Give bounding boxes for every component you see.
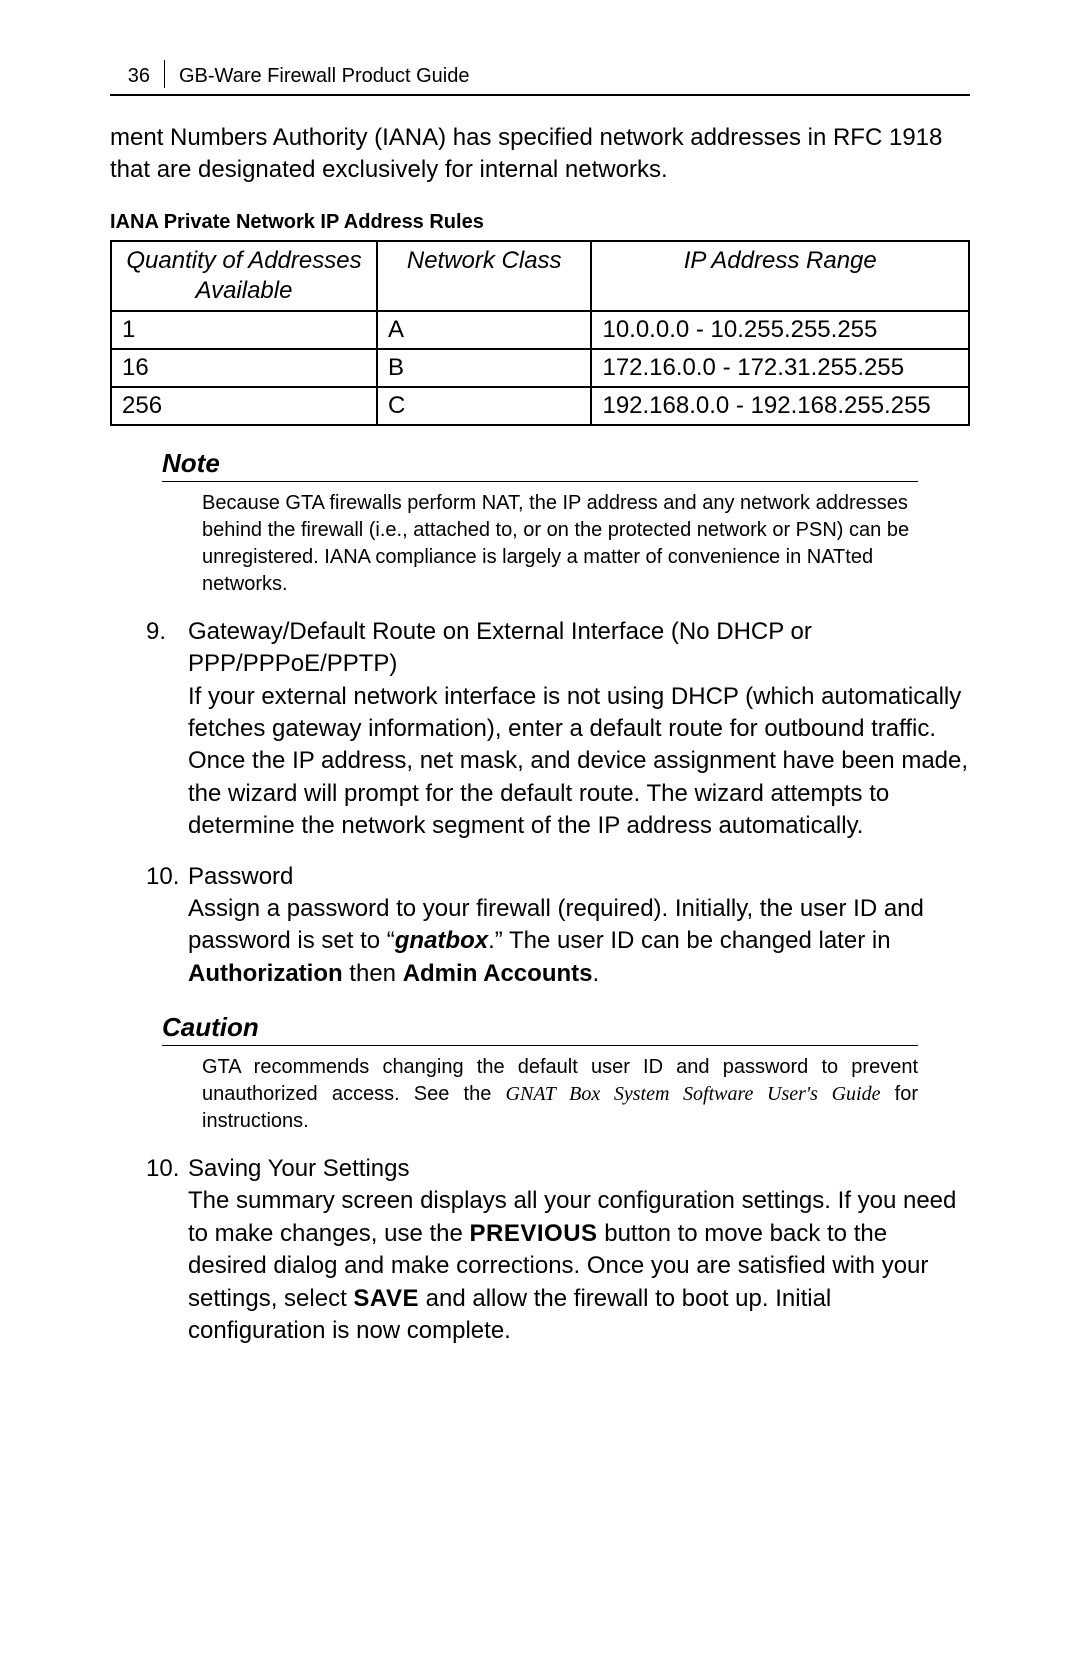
item-text: Password Assign a password to your firew…	[188, 861, 970, 991]
item-number: 9.	[146, 616, 188, 843]
item-10a-post: .	[592, 960, 599, 987]
col-quantity: Quantity of Addresses Available	[111, 241, 377, 311]
cell-class: A	[377, 311, 592, 349]
running-head: 36 GB-Ware Firewall Product Guide	[110, 60, 970, 94]
admin-accounts-word: Admin Accounts	[403, 960, 593, 987]
item-9-title: Gateway/Default Route on External Interf…	[188, 618, 812, 677]
table-caption: IANA Private Network IP Address Rules	[110, 211, 970, 234]
item-10a-mid: .” The user ID can be changed later in	[488, 927, 890, 954]
item-text: Gateway/Default Route on External Interf…	[188, 616, 970, 843]
intro-paragraph: ment Numbers Authority (IANA) has specif…	[110, 122, 970, 187]
page-number: 36	[110, 65, 150, 88]
caution-title: Caution	[162, 1012, 970, 1043]
cell-class: B	[377, 349, 592, 387]
note-title: Note	[162, 448, 970, 479]
item-9-body: If your external network interface is no…	[188, 683, 968, 840]
previous-word: PREVIOUS	[470, 1220, 598, 1247]
col-range: IP Address Range	[591, 241, 969, 311]
item-text: Saving Your Settings The summary screen …	[188, 1153, 970, 1347]
table-row: 1 A 10.0.0.0 - 10.255.255.255	[111, 311, 969, 349]
item-10a-title: Password	[188, 863, 293, 890]
cell-range: 172.16.0.0 - 172.31.255.255	[591, 349, 969, 387]
caution-body: GTA recommends changing the default user…	[202, 1054, 918, 1135]
cell-qty: 256	[111, 387, 377, 425]
header-divider	[164, 60, 165, 88]
cell-qty: 16	[111, 349, 377, 387]
table-row: 256 C 192.168.0.0 - 192.168.255.255	[111, 387, 969, 425]
list-item-9: 9. Gateway/Default Route on External Int…	[146, 616, 970, 843]
authorization-word: Authorization	[188, 960, 343, 987]
header-rule	[110, 94, 970, 96]
note-rule	[162, 481, 918, 482]
list-item-10a: 10. Password Assign a password to your f…	[146, 861, 970, 991]
gnatbox-word: gnatbox	[395, 927, 488, 954]
note-body: Because GTA firewalls perform NAT, the I…	[202, 490, 918, 598]
col-class: Network Class	[377, 241, 592, 311]
cell-range: 192.168.0.0 - 192.168.255.255	[591, 387, 969, 425]
page: 36 GB-Ware Firewall Product Guide ment N…	[0, 0, 1080, 1669]
doc-title: GB-Ware Firewall Product Guide	[179, 65, 469, 88]
list-item-10b: 10. Saving Your Settings The summary scr…	[146, 1153, 970, 1347]
cell-qty: 1	[111, 311, 377, 349]
cell-range: 10.0.0.0 - 10.255.255.255	[591, 311, 969, 349]
save-word: SAVE	[353, 1285, 419, 1312]
table-header-row: Quantity of Addresses Available Network …	[111, 241, 969, 311]
caution-rule	[162, 1045, 918, 1046]
ip-address-table: Quantity of Addresses Available Network …	[110, 240, 970, 426]
gnat-guide-title: GNAT Box System Software User's Guide	[506, 1083, 881, 1105]
then-word: then	[343, 960, 403, 987]
item-10b-title: Saving Your Settings	[188, 1155, 410, 1182]
item-number: 10.	[146, 861, 188, 991]
table-row: 16 B 172.16.0.0 - 172.31.255.255	[111, 349, 969, 387]
item-number: 10.	[146, 1153, 188, 1347]
cell-class: C	[377, 387, 592, 425]
